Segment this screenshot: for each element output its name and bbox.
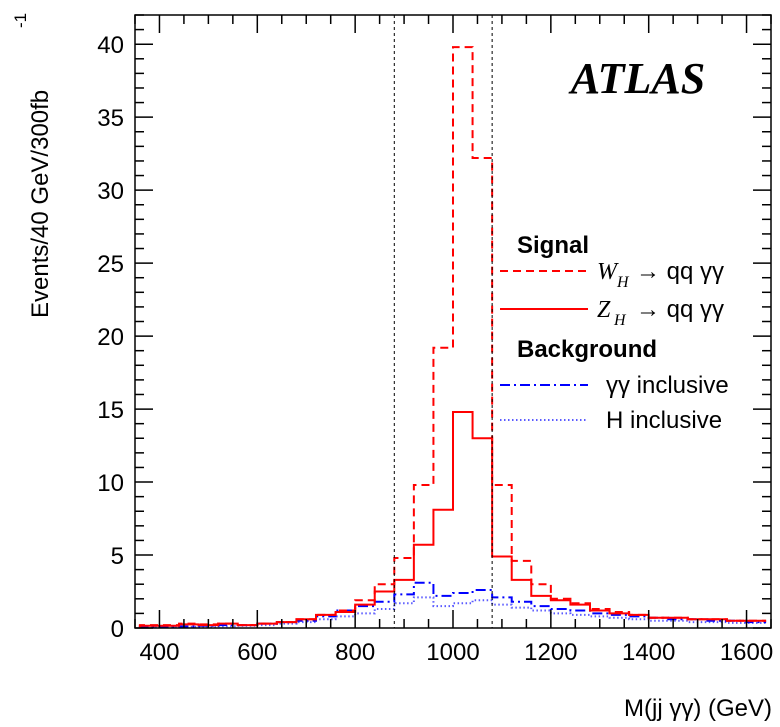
legend-zh-subscript: H (613, 312, 627, 329)
histogram-bin (747, 621, 767, 628)
histogram-bin (570, 603, 590, 628)
histogram-bin (649, 618, 669, 628)
histogram-bin (473, 158, 493, 628)
x-tick-label: 1200 (524, 639, 577, 666)
histogram-bin (668, 618, 688, 628)
y-tick-label: 40 (97, 32, 124, 59)
histogram-bin (394, 558, 414, 628)
series-0 (138, 46, 767, 628)
x-axis-title: M(jj γγ) (GeV) (624, 695, 772, 722)
series-layer (138, 46, 767, 629)
histogram-bin (414, 485, 434, 628)
axis-ticks: 400 600 800 1000 1200 1400 1600 0 5 10 15 20 25 30 35 4… (97, 14, 773, 666)
legend-wh-label: → qq γγ (636, 258, 724, 285)
legend-h-label: H inclusive (606, 407, 722, 434)
y-tick-label: 35 (97, 105, 124, 132)
legend-gg-label: γγ inclusive (606, 372, 729, 399)
histogram-bin (375, 584, 395, 628)
histogram-bin (336, 610, 356, 628)
x-tick-label: 800 (335, 639, 375, 666)
histogram-bin (551, 599, 571, 628)
x-tick-label: 1400 (622, 639, 675, 666)
x-tick-label: 600 (237, 639, 277, 666)
legend-signal-title: Signal (517, 232, 589, 259)
x-tick-label: 400 (139, 639, 179, 666)
legend-zh-symbol: Z (597, 297, 611, 323)
histogram-bin (707, 619, 727, 628)
histogram-bin (355, 600, 375, 628)
histogram-bin (316, 615, 336, 628)
y-axis-title: Events/40 GeV/300fb (27, 90, 54, 318)
histogram-bin (492, 485, 512, 628)
histogram-bin (453, 47, 473, 628)
histogram-bin (727, 621, 747, 628)
histogram-bin (610, 612, 630, 628)
y-tick-label: 15 (97, 397, 124, 424)
histogram-bin (512, 561, 532, 628)
histogram-bin (629, 615, 649, 628)
legend: Signal W H → qq γγ Z H → qq γγ Backgroun… (500, 232, 729, 434)
x-tick-label: 1000 (426, 639, 479, 666)
y-tick-label: 10 (97, 470, 124, 497)
series-line (138, 46, 767, 628)
y-tick-label: 30 (97, 178, 124, 205)
y-tick-label: 0 (111, 616, 124, 643)
y-axis-title-superscript: -1 (11, 13, 30, 28)
legend-wh-symbol: W (597, 259, 619, 285)
legend-background-title: Background (517, 336, 657, 363)
histogram-bin (433, 348, 453, 628)
x-tick-label: 1600 (720, 639, 773, 666)
legend-zh-label: → qq γγ (636, 296, 724, 323)
legend-wh-subscript: H (616, 274, 630, 291)
y-tick-label: 25 (97, 251, 124, 278)
histogram-bin (531, 584, 551, 628)
mass-window-lines (393, 15, 493, 628)
y-tick-label: 20 (97, 324, 124, 351)
atlas-label: ATLAS (568, 54, 706, 103)
y-tick-label: 5 (111, 543, 124, 570)
